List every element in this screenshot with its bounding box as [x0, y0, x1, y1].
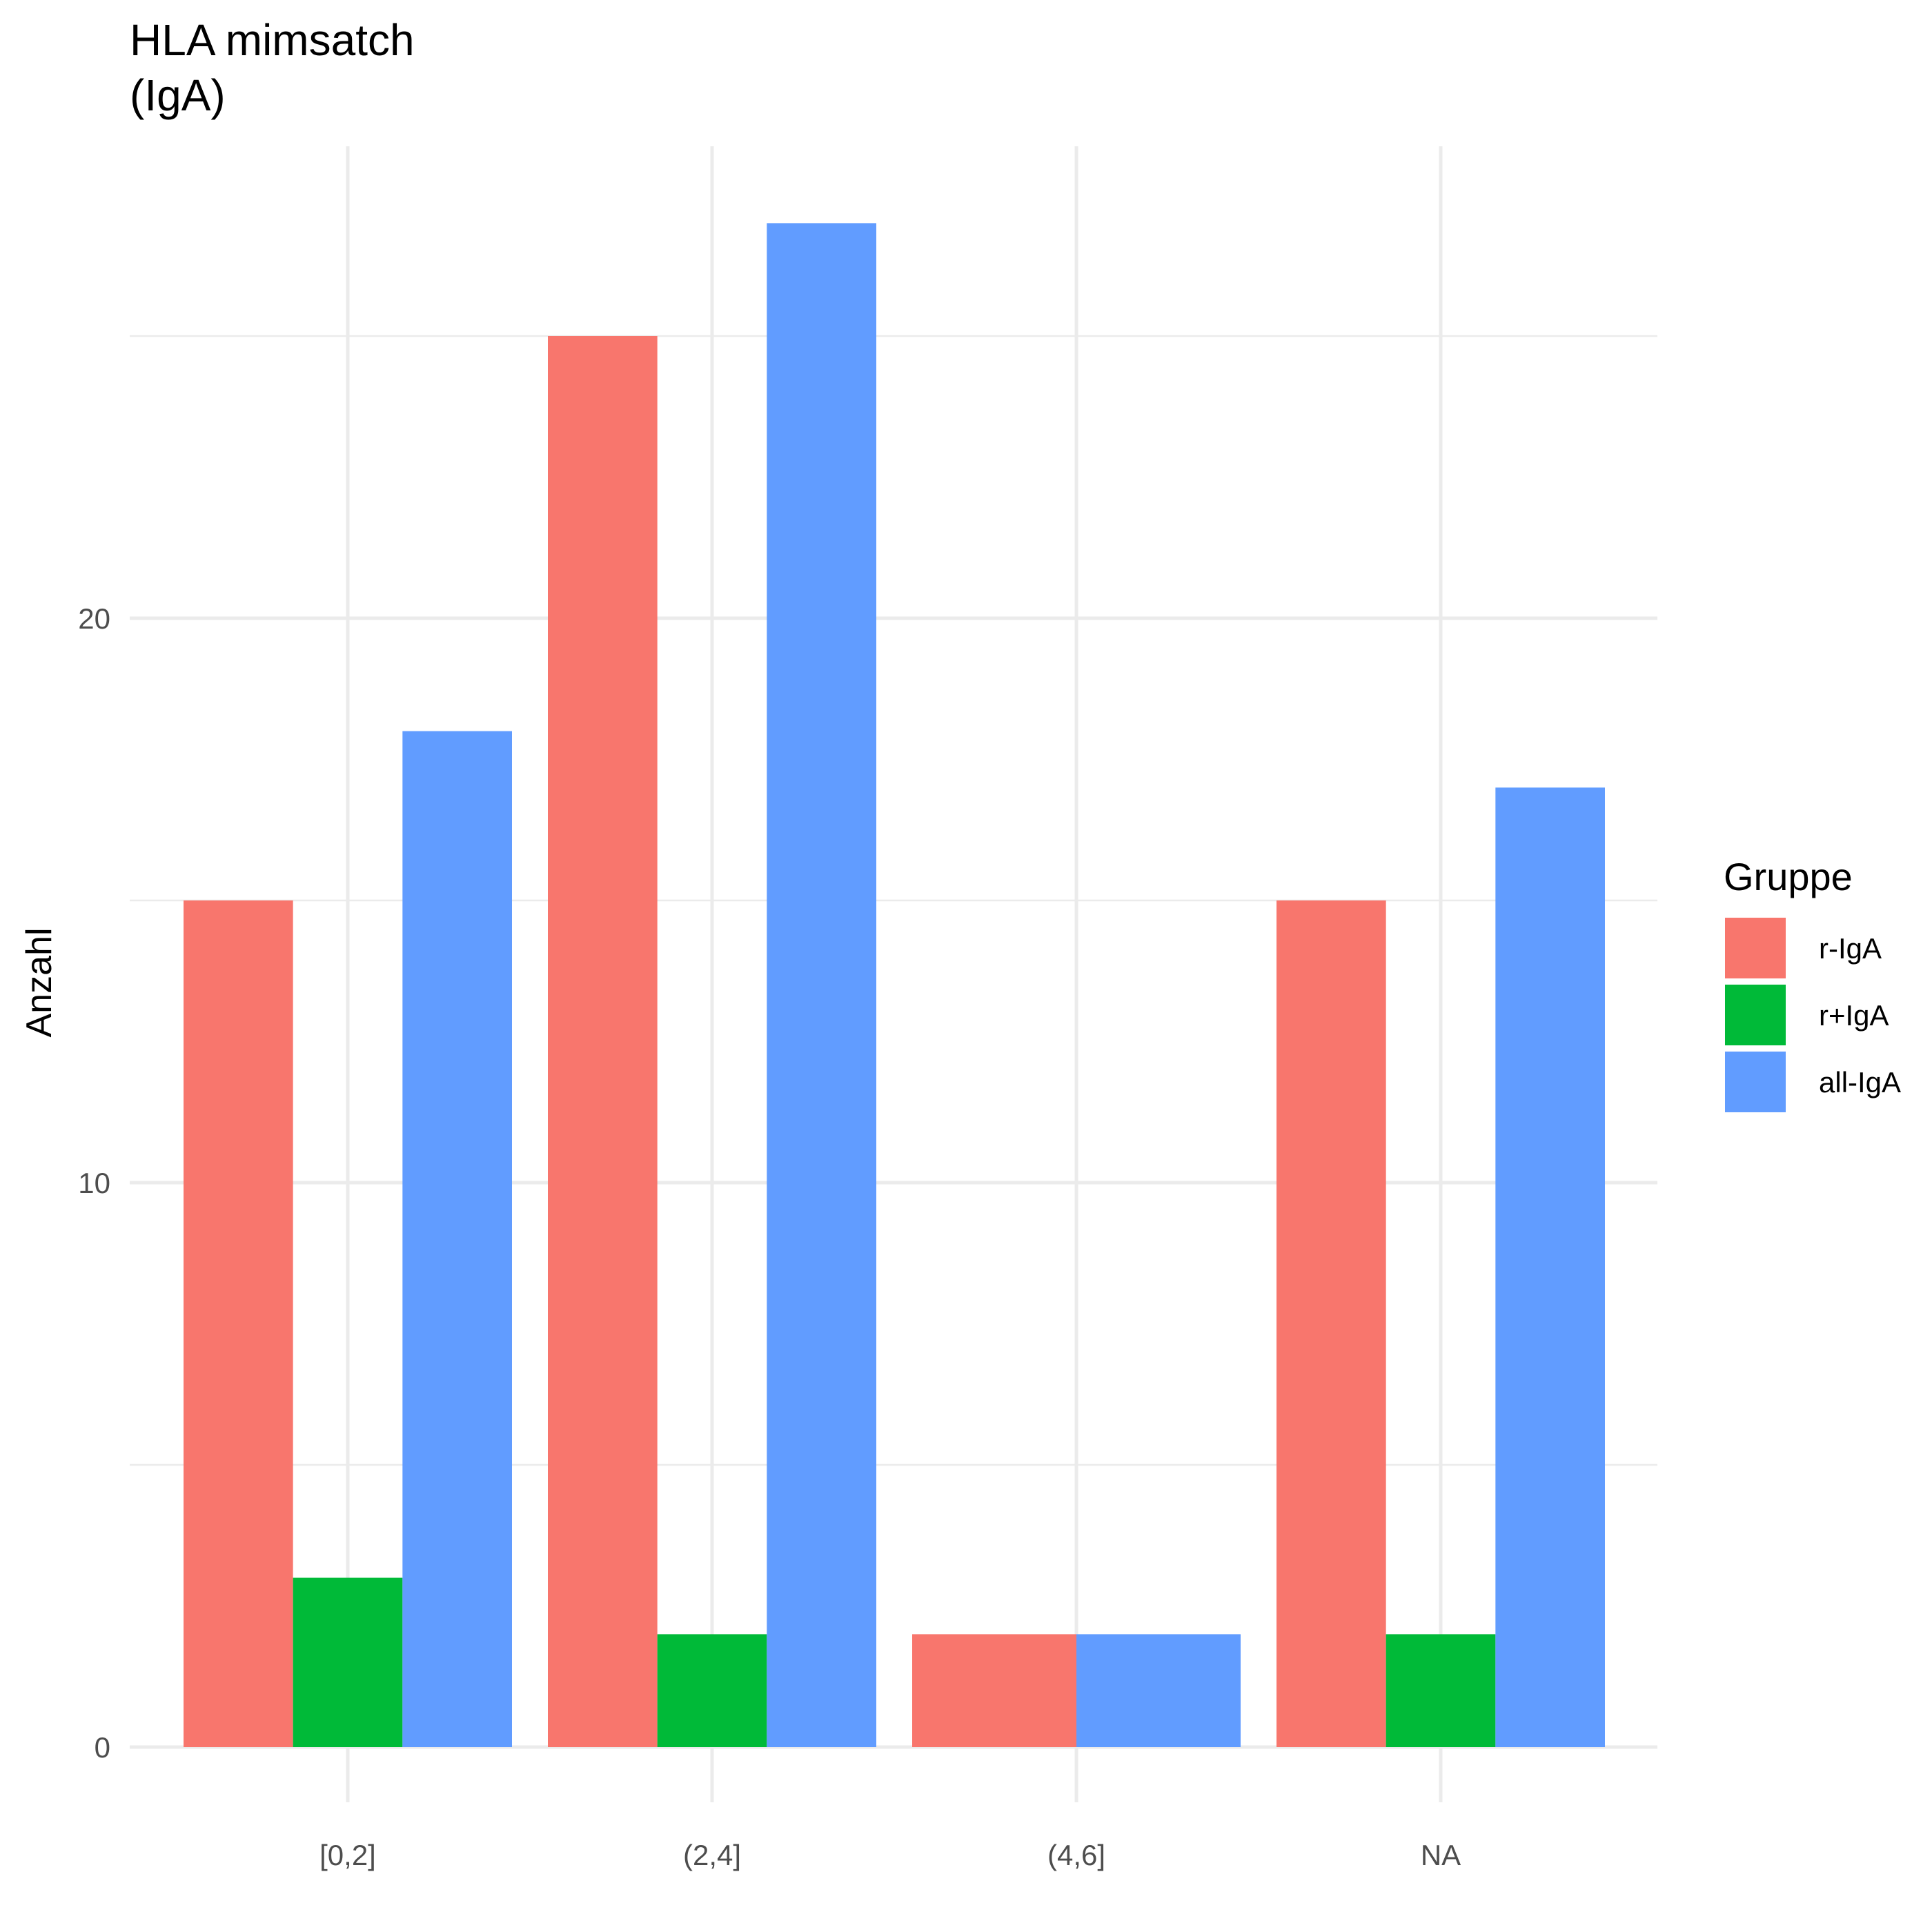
y-axis-ticks: 0 10 20 — [78, 602, 110, 1764]
legend-title: Gruppe — [1724, 855, 1853, 898]
bar-r+IgA-(2,4] — [657, 1634, 767, 1747]
x-tick-label: (2,4] — [683, 1839, 741, 1871]
bar-all-IgA-NA — [1495, 787, 1605, 1747]
bar-r-IgA-(2,4] — [548, 336, 658, 1747]
x-axis-ticks: [0,2] (2,4] (4,6] NA — [319, 1839, 1461, 1871]
chart-title-line-1: HLA mimsatch — [130, 15, 415, 65]
chart-title: HLA mimsatch (IgA) — [130, 15, 415, 120]
legend-key-r+IgA — [1725, 985, 1786, 1045]
bar-r+IgA-NA — [1386, 1634, 1496, 1747]
x-tick-label: (4,6] — [1047, 1839, 1105, 1871]
bar-r-IgA-[0,2] — [184, 900, 293, 1747]
bar-all-IgA-(2,4] — [767, 223, 876, 1748]
bar-r-IgA-NA — [1276, 900, 1386, 1747]
bars — [184, 223, 1605, 1748]
legend-label-all-IgA: all-IgA — [1819, 1066, 1901, 1098]
bar-r-IgA-(4,6] — [912, 1634, 1076, 1747]
legend-label-r-IgA: r-IgA — [1819, 932, 1882, 965]
gridlines — [130, 146, 1657, 1802]
y-tick-label: 10 — [78, 1167, 110, 1199]
y-tick-label: 0 — [95, 1731, 110, 1764]
bar-all-IgA-(4,6] — [1076, 1634, 1241, 1747]
x-tick-label: NA — [1421, 1839, 1461, 1871]
bar-r+IgA-[0,2] — [293, 1577, 403, 1747]
bar-all-IgA-[0,2] — [402, 731, 512, 1747]
y-tick-label: 20 — [78, 602, 110, 635]
x-tick-label: [0,2] — [319, 1839, 376, 1871]
chart-title-line-2: (IgA) — [130, 70, 226, 120]
legend-key-all-IgA — [1725, 1052, 1786, 1112]
legend-key-r-IgA — [1725, 918, 1786, 978]
legend-label-r+IgA: r+IgA — [1819, 999, 1889, 1032]
y-axis-title: Anzahl — [19, 928, 59, 1038]
legend: Gruppe r-IgA r+IgA all-IgA — [1724, 855, 1901, 1112]
